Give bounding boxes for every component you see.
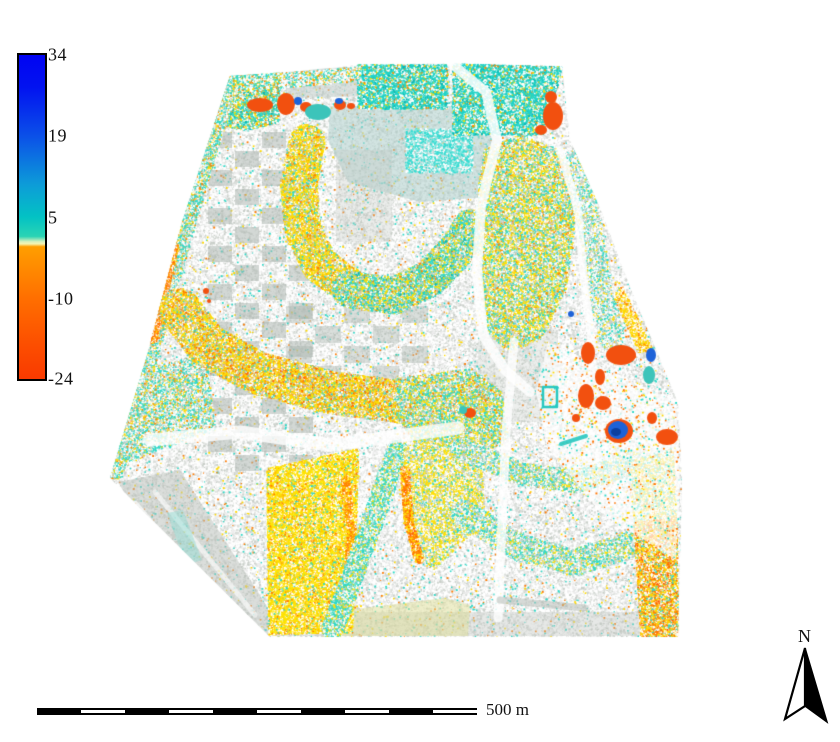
scale-bar-segment	[257, 708, 301, 715]
north-indicator: N	[780, 626, 836, 732]
scale-bar-label: 500 m	[486, 700, 529, 719]
colorbar-tick-label: -10	[48, 288, 74, 309]
north-arrow-icon	[783, 647, 829, 724]
scale-bar-segment	[345, 708, 389, 715]
colorbar-tick-label: 5	[48, 207, 58, 228]
scale-bar-segment	[389, 708, 433, 715]
colorbar-gradient	[17, 53, 47, 381]
scale-bar-segment	[81, 708, 125, 715]
scale-bar-segment	[125, 708, 169, 715]
scale-bar	[37, 708, 477, 715]
scale-bar-segment	[213, 708, 257, 715]
north-label: N	[798, 626, 811, 646]
colorbar-tick-label: 34	[48, 44, 67, 65]
colorbar-tick-label: -24	[48, 368, 74, 389]
scale-bar-segment	[169, 708, 213, 715]
scale-bar-segment	[433, 708, 477, 715]
scale-bar-segment	[37, 708, 81, 715]
scale-bar-segment	[301, 708, 345, 715]
colorbar-tick-label: 19	[48, 125, 67, 146]
